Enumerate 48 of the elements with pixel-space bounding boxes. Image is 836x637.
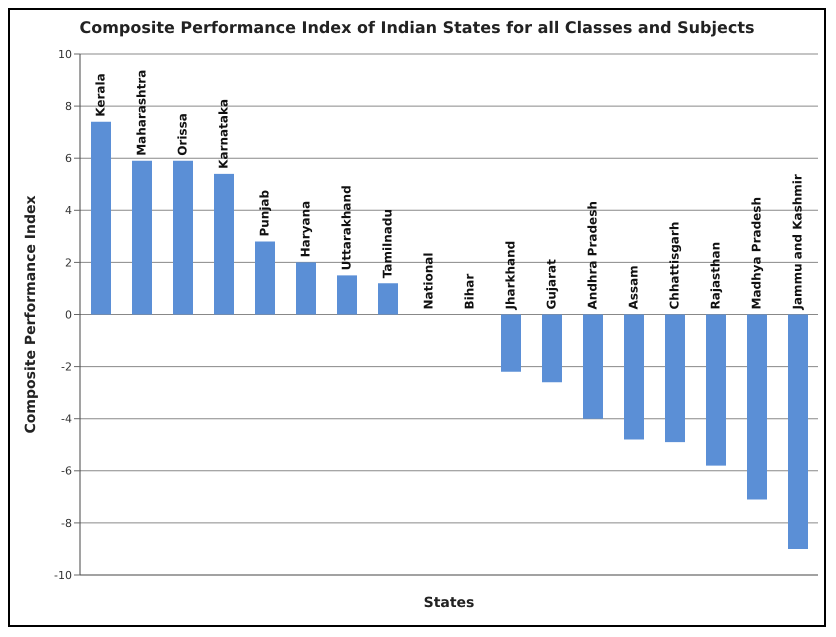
bar [337,275,357,314]
y-tick-label: 4 [65,204,72,218]
y-tick-label: -10 [54,568,72,582]
x-tick-label: Andhra Pradesh [586,201,600,310]
x-tick-label: Karnataka [216,98,230,169]
bar [665,314,685,442]
y-tick-label: 8 [65,100,72,114]
x-tick-label: Chhattisgarh [668,222,682,310]
bar [624,314,644,440]
bar [706,314,726,466]
bar [255,242,275,314]
x-tick-label: Uttarakhand [340,185,354,270]
y-axis-title: Composite Performance Index [22,196,39,434]
bar [296,262,316,314]
bar [173,160,193,314]
x-tick-label: Rajasthan [708,242,722,310]
x-tick-label: Gujarat [544,258,558,310]
x-tick-label: Jharkhand [504,240,518,310]
y-tick-label: 2 [65,256,72,270]
bar [501,314,521,372]
chart-title: Composite Performance Index of Indian States for all Classes and Subjects [78,18,756,37]
y-tick-label: 10 [58,48,72,61]
bar [788,314,808,549]
bar [747,314,767,500]
x-tick-label: Jammu and Kashmir [790,174,804,310]
x-tick-label: Orissa [176,113,190,156]
bar [214,174,234,314]
x-tick-label: Maharashtra [134,70,148,156]
x-axis-title: States [424,595,474,611]
y-tick-label: -4 [61,412,72,426]
bar [378,283,398,314]
y-tick-label: 6 [65,152,72,166]
x-tick-label: Punjab [258,189,272,237]
x-tick-label: Haryana [298,200,312,258]
y-tick-label: -8 [61,516,72,530]
y-tick-label: -6 [61,464,72,478]
x-tick-label: National [422,252,436,310]
y-tick-label: 0 [65,308,72,322]
bar [132,160,152,314]
x-tick-label: Tamilnadu [380,208,394,278]
x-tick-label: Kerala [94,73,108,117]
bar [91,122,111,314]
x-tick-label: Madhya Pradesh [750,197,764,310]
bar [542,314,562,382]
x-tick-label: Bihar [462,274,476,310]
y-tick-label: -2 [61,360,72,374]
x-tick-label: Assam [626,265,640,310]
bar [583,314,603,419]
